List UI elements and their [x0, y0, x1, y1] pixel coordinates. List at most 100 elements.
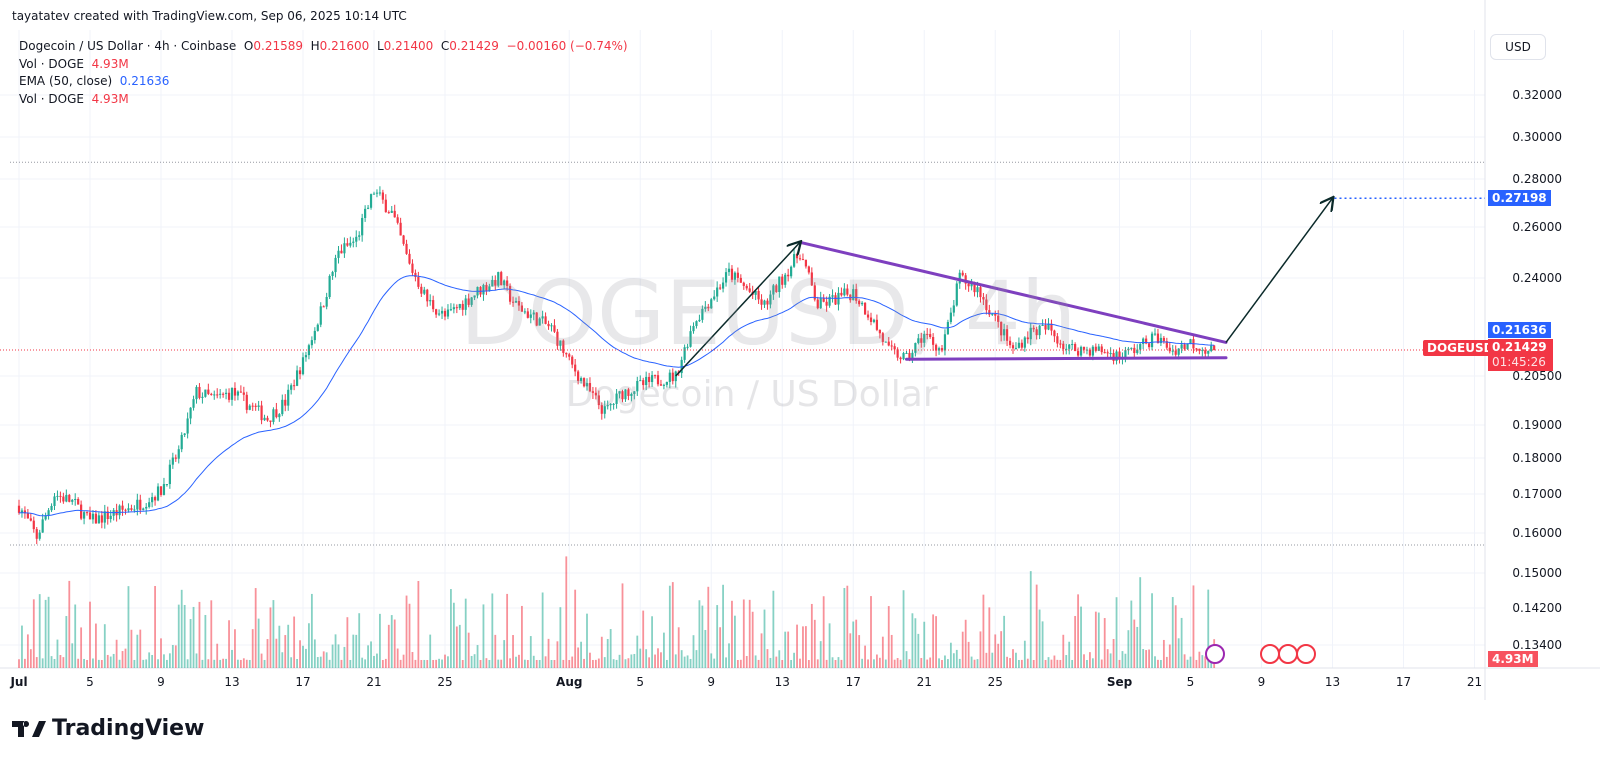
- volume-bar: [973, 659, 976, 668]
- candle: [958, 272, 961, 284]
- candle: [804, 259, 808, 267]
- candle: [627, 389, 630, 396]
- volume-bar: [103, 624, 106, 668]
- candle: [538, 318, 541, 326]
- candle: [1145, 338, 1148, 344]
- volume-bar: [944, 655, 946, 668]
- volume-row[interactable]: Vol · DOGE 4.93M: [19, 56, 628, 74]
- ema-line: [18, 275, 1215, 517]
- volume-bar: [1139, 577, 1142, 668]
- candle: [1168, 347, 1171, 352]
- volume-bar: [109, 656, 112, 668]
- volume-bar: [154, 585, 156, 668]
- candle: [1035, 329, 1038, 336]
- candle: [189, 407, 192, 419]
- volume-bar: [1198, 651, 1201, 668]
- candle: [695, 321, 698, 327]
- volume-bar: [648, 657, 651, 668]
- candle: [420, 286, 423, 294]
- volume-bar: [1103, 618, 1106, 668]
- candle: [1044, 324, 1047, 330]
- us-flag-event-icon[interactable]: [1278, 644, 1298, 664]
- candle: [846, 288, 849, 295]
- candle: [1020, 342, 1023, 348]
- volume-bar: [926, 659, 929, 668]
- candle: [1062, 343, 1065, 350]
- volume-bar: [47, 596, 50, 668]
- watermark-name: Dogecoin / US Dollar: [566, 374, 938, 415]
- volume-bar: [470, 655, 473, 668]
- volume-bar: [1130, 600, 1133, 668]
- candle: [710, 299, 713, 309]
- volume-bar: [133, 659, 136, 668]
- volume-bar: [100, 659, 103, 668]
- volume-bar: [947, 659, 949, 668]
- high-value: 0.21600: [319, 39, 370, 53]
- volume-bar: [1109, 653, 1112, 668]
- volume-bar: [742, 599, 745, 668]
- candle: [479, 286, 482, 295]
- candle: [295, 370, 299, 386]
- candle: [778, 276, 781, 293]
- volume-bar: [1015, 652, 1017, 668]
- volume-bar: [248, 659, 251, 668]
- volume-bar: [225, 658, 227, 668]
- volume-bar: [293, 616, 296, 668]
- price-tick-label: 0.30000: [1512, 130, 1562, 144]
- time-tick-label: 9: [157, 675, 165, 689]
- volume-bar: [506, 593, 509, 668]
- candle: [1195, 348, 1198, 350]
- symbol-title[interactable]: Dogecoin / US Dollar · 4h · Coinbase: [19, 39, 237, 53]
- candle: [1136, 349, 1139, 354]
- volume-bar: [523, 659, 526, 668]
- tradingview-logo[interactable]: TradingView: [12, 716, 204, 741]
- candle: [719, 287, 722, 289]
- us-flag-event-icon[interactable]: [1260, 644, 1280, 664]
- candle: [378, 192, 382, 194]
- us-flag-event-icon[interactable]: [1296, 644, 1316, 664]
- candle: [553, 325, 556, 332]
- candle: [491, 279, 494, 287]
- volume-bar: [654, 654, 656, 668]
- volume-bar: [1068, 641, 1071, 668]
- candle: [325, 296, 328, 307]
- price-tick-label: 0.32000: [1512, 88, 1562, 102]
- volume-bar: [914, 618, 917, 668]
- dividend-event-icon[interactable]: [1205, 644, 1225, 664]
- candle: [574, 364, 577, 372]
- ema-row[interactable]: EMA (50, close) 0.21636: [19, 73, 628, 91]
- time-tick-label: 21: [1466, 675, 1483, 689]
- candle: [609, 404, 612, 406]
- volume-row-2[interactable]: Vol · DOGE 4.93M: [19, 91, 628, 109]
- volume-bar: [819, 641, 822, 668]
- candle: [1147, 343, 1151, 348]
- candle: [390, 210, 393, 213]
- volume-bar: [873, 659, 875, 668]
- candle: [319, 306, 322, 325]
- volume-bar: [955, 649, 958, 668]
- volume-bar: [571, 656, 574, 668]
- candle: [861, 302, 864, 305]
- currency-button[interactable]: USD: [1490, 34, 1546, 60]
- candle: [437, 313, 441, 315]
- candle: [790, 266, 793, 277]
- candle: [698, 319, 701, 322]
- candle: [74, 498, 77, 500]
- candle: [932, 337, 935, 345]
- candle: [926, 334, 929, 336]
- candle: [1029, 327, 1032, 340]
- volume-bar: [455, 626, 458, 668]
- candle: [153, 497, 157, 501]
- volume-bar: [1207, 589, 1210, 668]
- volume-bar: [305, 648, 307, 668]
- candle: [716, 287, 719, 297]
- candle: [547, 323, 550, 327]
- candle: [961, 272, 964, 276]
- candle: [278, 414, 281, 418]
- volume-bar: [515, 656, 517, 668]
- candle: [118, 505, 121, 516]
- candle: [1153, 333, 1157, 335]
- candle: [458, 303, 461, 309]
- candle: [97, 515, 100, 524]
